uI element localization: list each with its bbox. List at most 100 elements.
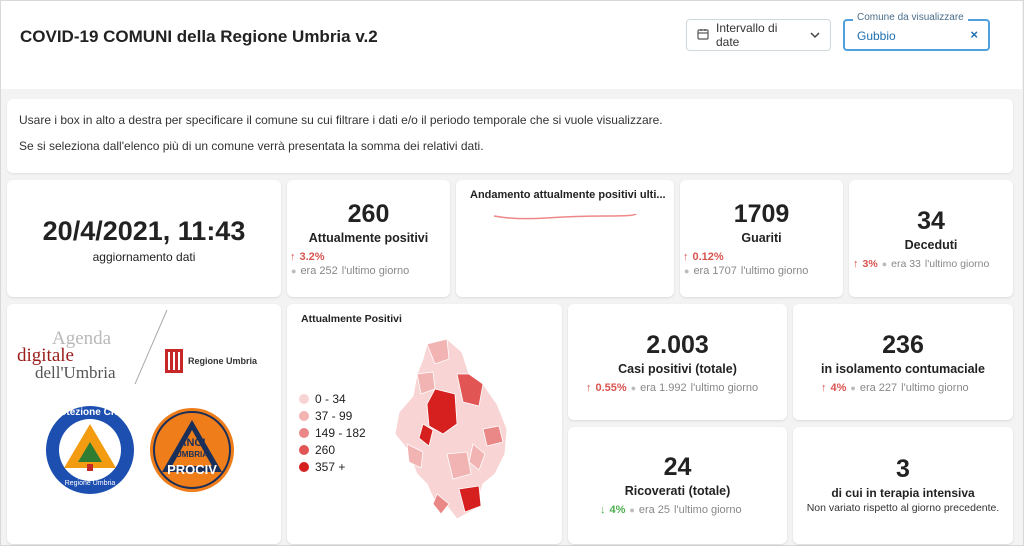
- logos-card: Agenda digitale dell'Umbria Regione Umbr…: [7, 304, 281, 544]
- dot-icon: ●: [291, 266, 297, 276]
- info-line-2: Se si seleziona dall'elenco più di un co…: [19, 139, 484, 153]
- ricoverati-pct: 4%: [609, 504, 626, 516]
- isolamento-label: in isolamento contumaciale: [821, 362, 985, 376]
- legend-label: 357 +: [315, 459, 346, 474]
- protezione-civile-subtext: Regione Umbria: [64, 480, 116, 487]
- positivi-prev-row: ● era 252 l'ultimo giorno: [291, 265, 450, 277]
- guariti-period: l'ultimo giorno: [740, 265, 809, 277]
- date-range-button[interactable]: Intervallo di date: [686, 19, 831, 51]
- isolamento-pct: 4%: [830, 382, 847, 394]
- page-title: COVID-19 COMUNI della Regione Umbria v.2: [20, 27, 378, 46]
- guariti-delta: ↑ 0.12%: [683, 251, 843, 263]
- anci-umbria-text: UMBRIA: [176, 450, 208, 459]
- update-card: 20/4/2021, 11:43 aggiornamento dati: [7, 180, 281, 297]
- legend-swatch: [299, 427, 309, 438]
- legend-label: 149 - 182: [315, 425, 366, 440]
- casi-card: 2.003 Casi positivi (totale) ↑ 0.55% ● e…: [568, 304, 787, 420]
- casi-pct: 0.55%: [595, 382, 627, 394]
- info-line-1: Usare i box in alto a destra per specifi…: [19, 113, 663, 127]
- protezione-civile-text: Protezione Civile: [49, 407, 131, 418]
- terapia-note: Non variato rispetto al giorno precedent…: [806, 502, 1000, 514]
- umbria-choropleth-map[interactable]: [387, 334, 527, 534]
- guariti-prev-row: ● era 1707 l'ultimo giorno: [684, 265, 843, 277]
- divider-line: [134, 309, 168, 385]
- casi-prev: era 1.992: [640, 382, 687, 394]
- protezione-civile-logo: [46, 406, 134, 494]
- positivi-prev: era 252: [300, 265, 338, 277]
- positivi-period: l'ultimo giorno: [341, 265, 410, 277]
- guariti-pct: 0.12%: [692, 251, 724, 263]
- map-legend-item: 0 - 34: [299, 390, 366, 407]
- deceduti-delta: ↑ 3% ● era 33 l'ultimo giorno: [853, 258, 1013, 270]
- regione-umbria-logo: Regione Umbria: [164, 348, 257, 374]
- isolamento-prev: era 227: [859, 382, 898, 394]
- deceduti-period: l'ultimo giorno: [924, 258, 990, 270]
- arrow-up-icon: ↑: [290, 251, 296, 263]
- regione-umbria-emblem-icon: [165, 349, 183, 373]
- legend-swatch: [299, 461, 309, 472]
- map-legend-item: 357 +: [299, 458, 366, 475]
- ricoverati-card: 24 Ricoverati (totale) ↓ 4% ● era 25 l'u…: [568, 427, 787, 544]
- isolamento-period: l'ultimo giorno: [901, 382, 969, 394]
- anci-text: ANCI: [178, 437, 206, 449]
- map-legend: 0 - 34 37 - 99 149 - 182 260 357 +: [299, 390, 366, 475]
- legend-label: 0 - 34: [315, 391, 346, 406]
- dot-icon: ●: [850, 383, 856, 393]
- comune-select-label: Comune da visualizzare: [853, 12, 968, 23]
- dot-icon: ●: [629, 505, 635, 515]
- map-legend-item: 149 - 182: [299, 424, 366, 441]
- isolamento-card: 236 in isolamento contumaciale ↑ 4% ● er…: [793, 304, 1013, 420]
- trend-sparkline: [493, 213, 637, 220]
- date-range-label: Intervallo di date: [716, 21, 778, 49]
- trend-title: Andamento attualmente positivi ulti...: [470, 189, 666, 201]
- ricoverati-label: Ricoverati (totale): [624, 484, 731, 498]
- arrow-up-icon: ↑: [853, 258, 859, 270]
- terapia-value: 3: [896, 455, 910, 483]
- chevron-down-icon: [810, 28, 820, 42]
- trend-card: Andamento attualmente positivi ulti...: [456, 180, 674, 297]
- casi-value: 2.003: [646, 331, 709, 359]
- update-datetime: 20/4/2021, 11:43: [42, 216, 246, 246]
- casi-delta: ↑ 0.55% ● era 1.992 l'ultimo giorno: [586, 382, 787, 394]
- casi-period: l'ultimo giorno: [690, 382, 759, 394]
- deceduti-prev: era 33: [891, 258, 921, 270]
- positivi-card: 260 Attualmente positivi ↑ 3.2% ● era 25…: [287, 180, 450, 297]
- agenda-digitale-logo: Agenda digitale dell'Umbria: [17, 328, 116, 382]
- casi-label: Casi positivi (totale): [618, 362, 737, 376]
- deceduti-value: 34: [917, 207, 945, 235]
- arrow-up-icon: ↑: [586, 382, 592, 394]
- positivi-label: Attualmente positivi: [308, 231, 429, 245]
- deceduti-pct: 3%: [862, 258, 878, 270]
- guariti-prev: era 1707: [693, 265, 737, 277]
- isolamento-delta: ↑ 4% ● era 227 l'ultimo giorno: [821, 382, 1013, 394]
- arrow-down-icon: ↓: [600, 504, 606, 516]
- update-label: aggiornamento dati: [92, 250, 196, 264]
- legend-swatch: [299, 444, 309, 455]
- legend-swatch: [299, 410, 309, 421]
- comune-select[interactable]: Gubbio ×: [843, 19, 990, 51]
- ricoverati-period: l'ultimo giorno: [674, 504, 742, 516]
- clear-icon[interactable]: ×: [970, 27, 978, 42]
- legend-label: 260: [315, 442, 336, 457]
- legend-label: 37 - 99: [315, 408, 353, 423]
- ricoverati-prev: era 25: [638, 504, 671, 516]
- terapia-label: di cui in terapia intensiva: [831, 486, 975, 500]
- dot-icon: ●: [684, 266, 690, 276]
- guariti-value: 1709: [733, 200, 790, 228]
- map-legend-item: 260: [299, 441, 366, 458]
- deceduti-card: 34 Deceduti ↑ 3% ● era 33 l'ultimo giorn…: [849, 180, 1013, 297]
- arrow-up-icon: ↑: [683, 251, 689, 263]
- anci-prociv-logo: [150, 408, 234, 492]
- positivi-value: 260: [347, 200, 390, 228]
- dot-icon: ●: [881, 259, 888, 269]
- calendar-icon: [697, 28, 709, 43]
- ricoverati-value: 24: [663, 453, 692, 481]
- isolamento-value: 236: [882, 331, 924, 359]
- map-title: Attualmente Positivi: [301, 313, 402, 325]
- deceduti-label: Deceduti: [904, 238, 958, 252]
- positivi-delta: ↑ 3.2%: [290, 251, 450, 263]
- dot-icon: ●: [630, 383, 637, 393]
- guariti-label: Guariti: [741, 231, 782, 245]
- map-card: Attualmente Positivi 0 - 34 37 - 99 149 - …: [287, 304, 562, 544]
- anci-prociv-text: PROCIV: [167, 462, 217, 477]
